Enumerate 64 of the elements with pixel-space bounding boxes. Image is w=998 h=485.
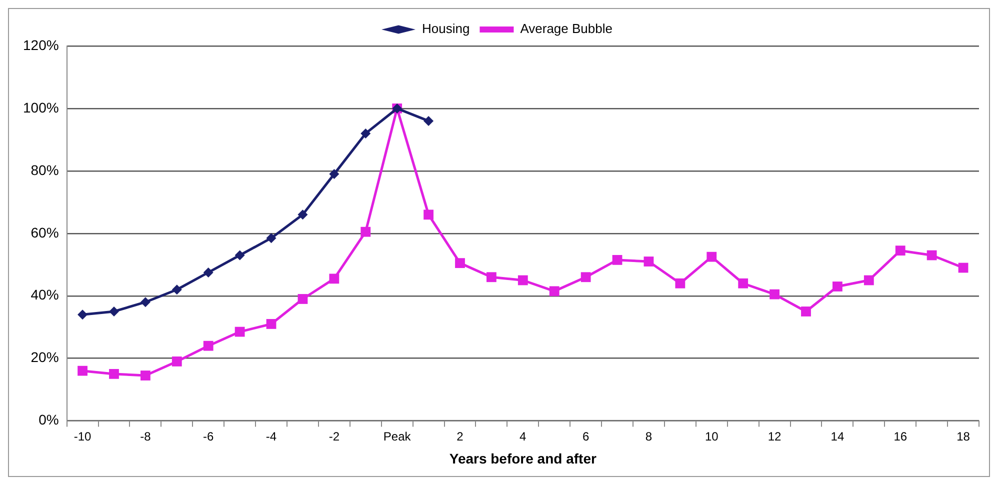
x-tick-label: -10 [74, 429, 92, 444]
point [172, 356, 182, 366]
y-tick-label: 80% [30, 162, 59, 178]
point [832, 282, 842, 292]
x-tick-label: 8 [645, 429, 652, 444]
point [580, 272, 591, 282]
point [644, 256, 654, 266]
x-tick-label: 10 [704, 429, 719, 444]
point [486, 272, 496, 282]
x-axis-title: Years before and after [449, 450, 597, 466]
x-tick-label: 12 [768, 429, 782, 444]
point [234, 250, 245, 260]
point [738, 278, 748, 288]
point [78, 310, 88, 320]
point [234, 326, 245, 337]
legend-label: Average Bubble [520, 21, 612, 36]
point [140, 370, 150, 380]
point [266, 233, 276, 244]
y-tick-label: 20% [30, 349, 59, 366]
x-tick-label: -8 [140, 429, 152, 444]
point [958, 262, 968, 273]
point [298, 294, 308, 304]
point [78, 366, 88, 376]
point [109, 369, 119, 379]
y-tick-label: 0% [38, 412, 59, 428]
point [801, 306, 811, 316]
legend-label: Housing [422, 21, 470, 36]
point [172, 284, 182, 295]
point [329, 274, 340, 284]
y-tick-label: 60% [30, 224, 59, 240]
x-tick-label: 6 [582, 429, 590, 444]
point [864, 275, 874, 286]
x-tick-label: -2 [328, 429, 340, 444]
point [895, 246, 906, 256]
point [612, 255, 622, 265]
point [675, 278, 686, 288]
x-tick-label: 16 [894, 429, 908, 444]
y-tick-label: 100% [22, 99, 59, 116]
x-tick-label: 14 [830, 429, 844, 444]
point [518, 275, 528, 286]
x-tick-label: Peak [383, 429, 412, 444]
y-tick-label: 120% [22, 36, 59, 53]
point [203, 267, 214, 278]
point [360, 226, 371, 237]
y-tick-label: 40% [30, 286, 59, 303]
x-tick-label: 2 [456, 429, 464, 444]
point [549, 286, 560, 296]
point [329, 169, 340, 180]
point [706, 252, 717, 262]
point [770, 289, 780, 300]
point [926, 250, 937, 260]
point [424, 116, 434, 126]
point [203, 340, 214, 351]
point [108, 306, 119, 316]
x-tick-label: 4 [520, 429, 527, 444]
point [360, 128, 371, 138]
x-tick-label: -6 [203, 429, 214, 444]
point [424, 210, 434, 220]
x-tick-label: 18 [956, 429, 970, 444]
point [266, 319, 276, 329]
point [298, 210, 308, 220]
point [455, 258, 465, 268]
point [140, 297, 150, 308]
x-tick-label: -4 [266, 429, 277, 444]
